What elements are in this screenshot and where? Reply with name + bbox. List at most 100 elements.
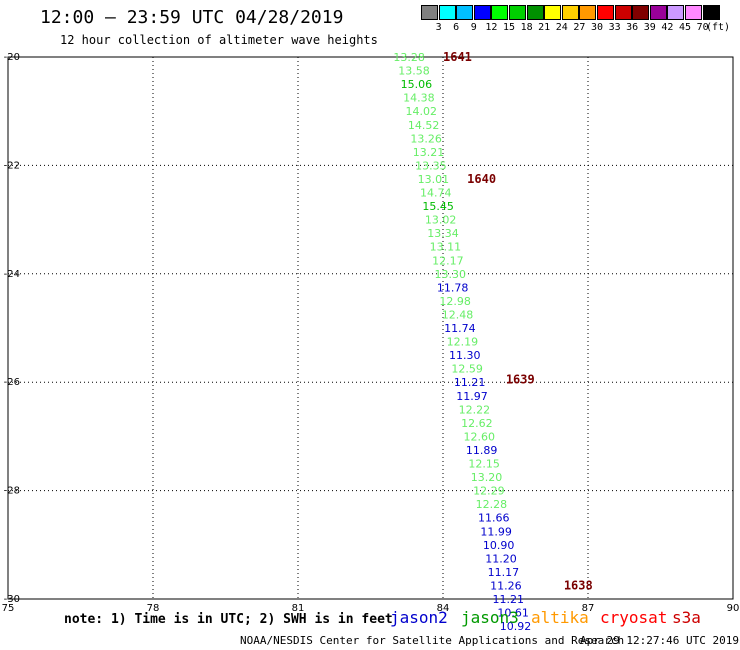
jason3-wave-height: 13.28 [393, 51, 425, 64]
color-scale-swatch [685, 5, 702, 20]
color-scale-label: 15 [502, 22, 516, 33]
jason3-wave-height: 12.98 [439, 295, 471, 308]
mission-legend-jason2: jason2 [390, 608, 448, 627]
pass-number-labels: 1641 1640 1639 1638 [443, 50, 593, 592]
chart-subtitle: 12 hour collection of altimeter wave hei… [60, 33, 378, 47]
mission-legend-s3a: s3a [672, 608, 701, 627]
jason3-wave-height: 13.11 [430, 241, 462, 254]
color-scale-label: 36 [626, 22, 639, 33]
pass-number-label: 1641 [443, 50, 472, 64]
color-scale-label: 27 [573, 22, 586, 33]
jason3-wave-height: 13.58 [398, 65, 430, 78]
color-scale-swatch [491, 5, 509, 20]
chart-note: note: 1) Time is in UTC; 2) SWH is in fe… [64, 612, 393, 627]
y-tick-label: -24 [4, 269, 20, 280]
x-tick-label: 81 [292, 603, 305, 614]
y-tick-label: -22 [4, 160, 20, 171]
color-scale-swatch [597, 5, 614, 20]
jason3-wave-height: 13.35 [415, 159, 447, 172]
color-scale-swatch [544, 5, 562, 20]
color-scale-swatch [438, 5, 456, 20]
x-tick-label: 78 [147, 603, 160, 614]
chart-title: 12:00 – 23:59 UTC 04/28/2019 [40, 7, 344, 28]
jason2-wave-height: 11.78 [437, 281, 469, 294]
color-scale-label: 12 [485, 22, 498, 33]
jason3-wave-height: 13.01 [418, 173, 450, 186]
color-scale-swatch [579, 5, 597, 20]
jason3-wave-height: 14.38 [403, 92, 435, 105]
color-scale-label: 42 [661, 22, 674, 33]
jason3-wave-height: 12.22 [459, 403, 491, 416]
jason2-wave-height: 10.61 [497, 607, 529, 620]
color-scale-swatch [526, 5, 544, 20]
jason3-wave-height: 14.52 [408, 119, 440, 132]
plot-frame [7, 56, 734, 600]
color-scale-swatch [632, 5, 650, 20]
color-scale-label: 3 [435, 22, 442, 33]
jason2-wave-height: 11.20 [485, 552, 517, 565]
jason2-wave-height: 10.92 [500, 620, 532, 633]
jason2-wave-height: 11.99 [480, 525, 512, 538]
jason3-wave-height: 13.30 [435, 268, 467, 281]
pass-number-label: 1638 [564, 578, 593, 592]
wave-height-labels: 13.2813.5815.0614.3814.0214.5213.2613.21… [393, 51, 531, 633]
jason3-wave-height: 12.28 [476, 498, 508, 511]
jason3-wave-height: 14.02 [406, 105, 438, 118]
color-scale-swatch [456, 5, 474, 20]
jason2-wave-height: 11.21 [454, 376, 486, 389]
jason3-wave-height: 13.26 [410, 132, 442, 145]
jason3-wave-height: 12.29 [473, 485, 505, 498]
jason3-wave-height: 12.60 [464, 430, 496, 443]
jason2-wave-height: 11.89 [466, 444, 498, 457]
axis-ticks: 75 78 81 84 87 90 -20 -22 -24 -26 -28 -30 [2, 52, 740, 614]
jason2-wave-height: 11.66 [478, 512, 510, 525]
color-scale-swatch [702, 5, 720, 20]
footer-timestamp: Apr 29 12:27:46 UTC 2019 [580, 634, 739, 647]
color-scale-label: 33 [608, 22, 621, 33]
jason2-wave-height: 11.21 [493, 593, 525, 606]
map-grid [8, 57, 733, 599]
color-scale-label: 18 [520, 22, 533, 33]
color-scale-label: 21 [538, 22, 551, 33]
mission-legend-jason3: jason3 [461, 608, 519, 627]
mission-legend-cryosat: cryosat [600, 608, 668, 627]
jason3-wave-height: 12.19 [447, 336, 479, 349]
jason3-wave-height: 12.17 [432, 254, 464, 267]
color-scale-swatch [667, 5, 685, 20]
pass-number-label: 1640 [467, 172, 496, 186]
jason3-wave-height: 12.15 [468, 458, 500, 471]
color-scale-label: 70 [696, 22, 709, 33]
x-tick-label: 84 [437, 603, 450, 614]
pass-number-label: 1639 [506, 372, 535, 386]
x-tick-label: 90 [727, 603, 740, 614]
color-scale-swatch [614, 5, 632, 20]
x-tick-label: 87 [582, 603, 595, 614]
jason3-wave-height: 14.74 [420, 187, 452, 200]
jason3-wave-height: 12.59 [451, 363, 483, 376]
jason2-wave-height: 11.26 [490, 579, 522, 592]
mission-legend-altika: altika [531, 608, 589, 627]
y-tick-label: -28 [4, 486, 20, 497]
jason2-wave-height: 11.74 [444, 322, 476, 335]
y-tick-label: -20 [4, 52, 20, 63]
jason3-wave-height: 15.45 [422, 200, 454, 213]
color-scale-label: 45 [678, 22, 692, 33]
jason2-wave-height: 11.30 [449, 349, 481, 362]
color-scale-unit: (ft) [706, 22, 731, 33]
jason3-wave-height: 12.48 [442, 308, 474, 321]
color-scale-swatch [649, 5, 667, 20]
jason3-wave-height: 13.21 [413, 146, 445, 159]
jason3-wave-height: 13.34 [427, 227, 459, 240]
x-tick-label: 75 [2, 603, 15, 614]
jason3-wave-height: 13.02 [425, 214, 457, 227]
jason2-wave-height: 11.17 [488, 566, 520, 579]
color-scale-swatch [561, 5, 579, 20]
y-tick-label: -30 [4, 594, 20, 605]
color-scale-label: 30 [590, 22, 604, 33]
jason2-wave-height: 11.97 [456, 390, 488, 403]
color-scale-swatch [509, 5, 526, 20]
jason2-wave-height: 10.90 [483, 539, 515, 552]
color-scale-label: 9 [470, 22, 477, 33]
footer-organization: NOAA/NESDIS Center for Satellite Applica… [240, 634, 625, 647]
